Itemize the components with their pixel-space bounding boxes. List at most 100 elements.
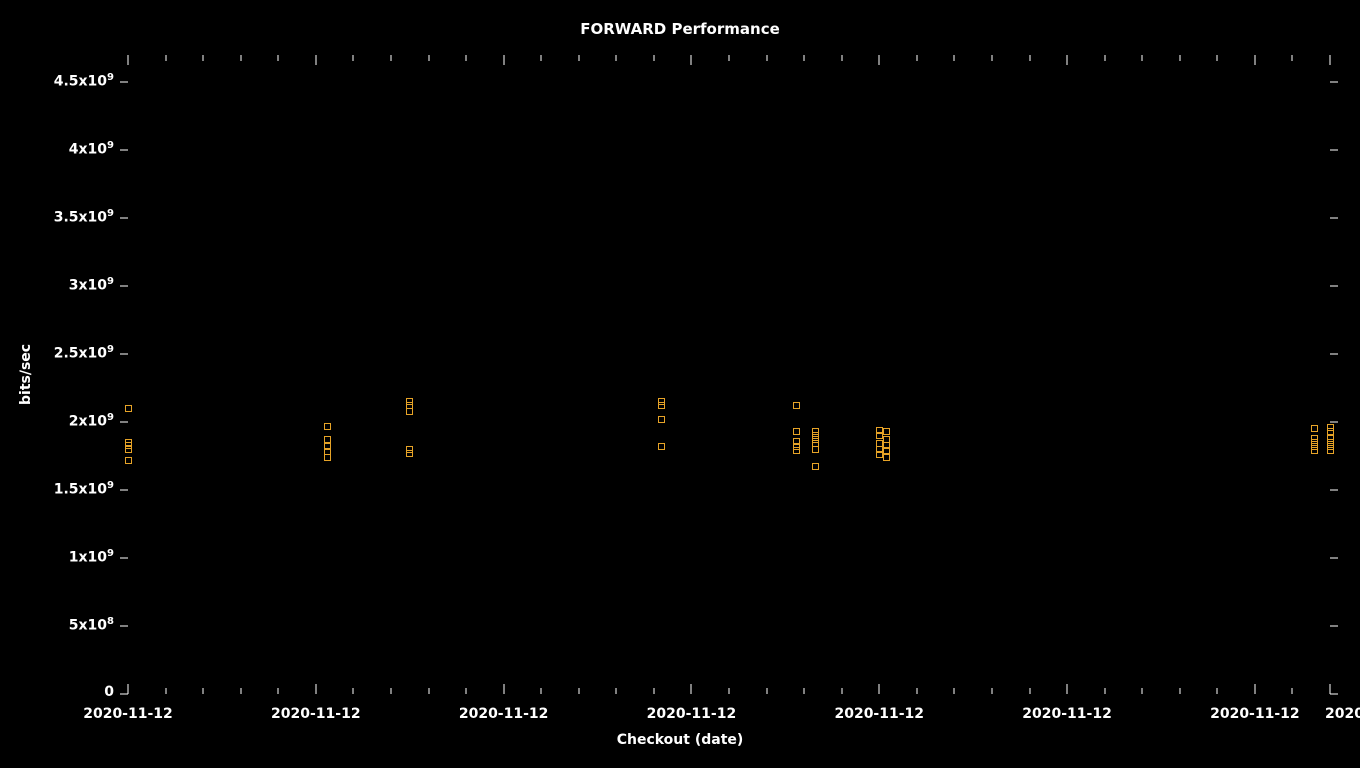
x-tick-label: 2020-11-12 xyxy=(631,706,751,722)
x-tick xyxy=(616,55,617,61)
chart-title: FORWARD Performance xyxy=(0,20,1360,38)
x-tick xyxy=(1217,688,1218,694)
data-point xyxy=(1327,447,1334,454)
x-tick xyxy=(954,688,955,694)
y-tick-label: 1x109 xyxy=(69,548,114,566)
y-tick xyxy=(1330,82,1338,83)
x-tick-label: 2020-11-12 xyxy=(444,706,564,722)
x-tick xyxy=(691,684,692,694)
x-tick xyxy=(1104,55,1105,61)
data-point xyxy=(793,402,800,409)
y-tick-label: 4.5x109 xyxy=(54,72,114,90)
x-tick xyxy=(278,688,279,694)
x-tick xyxy=(428,55,429,61)
data-point xyxy=(406,408,413,415)
x-tick-label: 2020-11-12 xyxy=(256,706,376,722)
y-tick-label: 0 xyxy=(104,684,114,700)
x-tick xyxy=(466,55,467,61)
y-tick xyxy=(1330,354,1338,355)
x-tick xyxy=(879,684,880,694)
x-tick xyxy=(541,688,542,694)
x-tick xyxy=(1254,684,1255,694)
x-tick xyxy=(991,55,992,61)
y-tick xyxy=(120,422,128,423)
x-tick xyxy=(616,688,617,694)
x-tick xyxy=(128,55,129,65)
y-tick xyxy=(1330,150,1338,151)
data-point xyxy=(876,451,883,458)
x-tick-label: 2020-11-12 xyxy=(68,706,188,722)
x-tick xyxy=(766,688,767,694)
data-point xyxy=(812,463,819,470)
data-point xyxy=(1311,447,1318,454)
y-tick xyxy=(120,150,128,151)
x-tick xyxy=(1179,55,1180,61)
y-tick xyxy=(120,626,128,627)
data-point xyxy=(324,423,331,430)
x-tick-label: 2020-11-12 xyxy=(819,706,939,722)
x-axis-label: Checkout (date) xyxy=(0,732,1360,748)
y-tick-label: 2x109 xyxy=(69,412,114,430)
x-tick-label: 2020-11-12 xyxy=(1007,706,1127,722)
x-tick xyxy=(315,55,316,65)
x-tick xyxy=(1217,55,1218,61)
data-point xyxy=(658,402,665,409)
x-tick xyxy=(240,688,241,694)
x-tick xyxy=(1067,55,1068,65)
x-tick xyxy=(390,688,391,694)
x-tick xyxy=(578,55,579,61)
x-tick xyxy=(841,688,842,694)
y-tick-label: 3x109 xyxy=(69,276,114,294)
x-tick xyxy=(804,55,805,61)
x-tick xyxy=(353,55,354,61)
x-tick xyxy=(804,688,805,694)
x-tick xyxy=(1330,55,1331,65)
x-tick-label: 2020-11-1 xyxy=(1325,706,1360,722)
forward-performance-chart: FORWARD Performance Checkout (date) bits… xyxy=(0,0,1360,768)
x-tick xyxy=(1142,55,1143,61)
data-point xyxy=(658,443,665,450)
x-tick xyxy=(578,688,579,694)
y-tick-label: 3.5x109 xyxy=(54,208,114,226)
x-tick xyxy=(203,55,204,61)
y-tick xyxy=(120,218,128,219)
data-point xyxy=(876,432,883,439)
y-tick xyxy=(120,286,128,287)
x-tick xyxy=(729,55,730,61)
x-tick xyxy=(841,55,842,61)
y-tick xyxy=(1330,558,1338,559)
y-tick xyxy=(1330,626,1338,627)
x-tick xyxy=(541,55,542,61)
x-tick xyxy=(1104,688,1105,694)
y-tick xyxy=(1330,218,1338,219)
data-point xyxy=(125,446,132,453)
x-tick xyxy=(390,55,391,61)
x-tick xyxy=(278,55,279,61)
data-point xyxy=(793,447,800,454)
data-point xyxy=(324,454,331,461)
data-point xyxy=(658,416,665,423)
y-tick-label: 4x109 xyxy=(69,140,114,158)
x-tick xyxy=(203,688,204,694)
x-tick xyxy=(466,688,467,694)
x-tick xyxy=(954,55,955,61)
x-tick xyxy=(653,55,654,61)
x-tick xyxy=(766,55,767,61)
data-point xyxy=(793,428,800,435)
y-tick-label: 5x108 xyxy=(69,616,114,634)
y-tick-label: 1.5x109 xyxy=(54,480,114,498)
data-point xyxy=(125,405,132,412)
x-tick xyxy=(1254,55,1255,65)
y-tick-label: 2.5x109 xyxy=(54,344,114,362)
data-point xyxy=(125,457,132,464)
y-tick xyxy=(1330,422,1338,423)
x-tick-label: 2020-11-12 xyxy=(1195,706,1315,722)
x-tick xyxy=(503,684,504,694)
y-tick xyxy=(120,558,128,559)
x-tick xyxy=(1292,55,1293,61)
x-tick xyxy=(1067,684,1068,694)
x-tick xyxy=(691,55,692,65)
x-tick xyxy=(1029,55,1030,61)
x-tick xyxy=(916,55,917,61)
x-tick xyxy=(165,688,166,694)
